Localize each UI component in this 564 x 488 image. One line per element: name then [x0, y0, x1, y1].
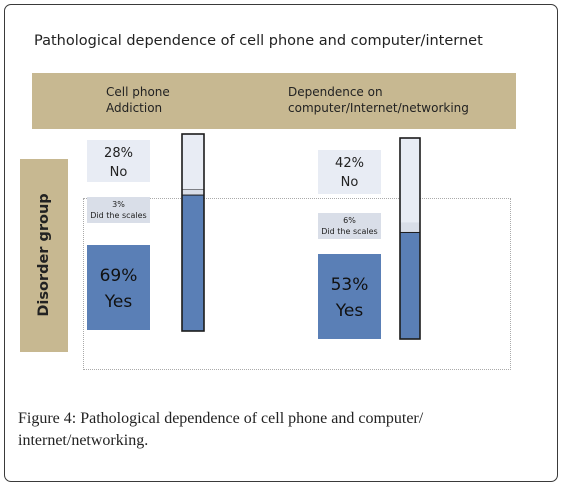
data-label-did-percent: 6% — [343, 216, 356, 225]
label-box-did-scales — [87, 197, 150, 223]
category-label-line: Cell phone — [106, 85, 170, 99]
bar-outline — [399, 137, 421, 340]
bar-segment-yes — [400, 232, 420, 339]
label-box-no — [318, 150, 381, 194]
figure-caption: Figure 4: Pathological dependence of cel… — [18, 408, 548, 452]
category-label-computer: Dependence on computer/Internet/networki… — [288, 84, 469, 116]
label-box-did-scales — [318, 213, 381, 239]
data-label-no-percent: 42% — [335, 156, 364, 171]
data-label-did-name: Did the scales — [90, 211, 146, 220]
figure-frame — [4, 4, 558, 482]
data-label-yes-percent: 69% — [100, 266, 138, 286]
figure-caption-text: Pathological dependence of cell phone an… — [18, 410, 424, 449]
data-label-yes-name: Yes — [335, 301, 364, 321]
data-label-no-percent: 28% — [104, 146, 133, 161]
data-label-did-name: Did the scales — [321, 227, 377, 236]
disorder-group-region — [83, 198, 511, 370]
category-label-line: Addiction — [106, 101, 163, 115]
category-label-line: Dependence on — [288, 85, 383, 99]
label-box-no — [87, 140, 150, 182]
bar-outline — [181, 133, 205, 332]
bar-segment-no — [182, 134, 204, 190]
category-label-line: computer/Internet/networking — [288, 101, 469, 115]
bar-segment-no — [400, 138, 420, 223]
category-label-cell-phone: Cell phone Addiction — [106, 84, 170, 116]
data-label-did-percent: 3% — [112, 200, 125, 209]
label-box-yes — [87, 245, 150, 330]
disorder-group-box — [20, 159, 68, 352]
column-header-band — [32, 73, 516, 129]
data-label-no-name: No — [110, 165, 128, 180]
bar-segment-yes — [182, 195, 204, 331]
data-label-yes-percent: 53% — [331, 275, 369, 295]
figure-caption-label: Figure 4: — [18, 410, 77, 427]
stacked-bar-chart: 28% No 3% Did the scales 69% Yes 42% No 6% Did th… — [87, 133, 421, 340]
bar-segment-did-scales — [181, 188, 205, 196]
data-label-yes-name: Yes — [104, 292, 133, 312]
data-label-no-name: No — [341, 175, 359, 190]
label-box-yes — [318, 254, 381, 339]
chart-title: Pathological dependence of cell phone an… — [34, 33, 483, 49]
